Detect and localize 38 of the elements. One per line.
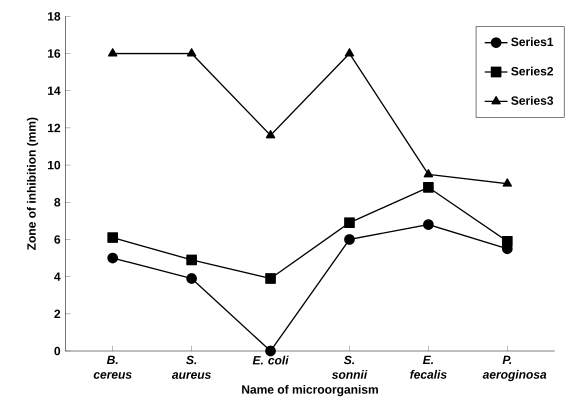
x-tick-label: P. aeroginosa bbox=[482, 356, 546, 382]
y-tick-label: 16 bbox=[48, 49, 60, 58]
point bbox=[186, 254, 197, 266]
x-tick-label: S. aureus bbox=[172, 356, 211, 379]
legend-label: Series2 bbox=[511, 66, 554, 76]
x-tick-label: B. cereus bbox=[94, 356, 132, 379]
point bbox=[344, 234, 355, 245]
point bbox=[265, 346, 276, 356]
x-tick-label: S. sonnii bbox=[332, 356, 368, 379]
x-tick-label: E. coli bbox=[252, 356, 289, 365]
point bbox=[502, 236, 513, 247]
y-tick-label: 10 bbox=[48, 160, 60, 170]
y-tick-label: 12 bbox=[48, 124, 60, 132]
point bbox=[344, 48, 354, 57]
x-tick-label: E. fecalis bbox=[410, 356, 447, 379]
point bbox=[424, 169, 434, 178]
y-tick-label: 18 bbox=[48, 12, 60, 21]
point bbox=[107, 252, 118, 264]
point bbox=[107, 232, 118, 243]
point bbox=[265, 273, 276, 284]
point bbox=[186, 273, 197, 284]
y-tick-label: 14 bbox=[48, 86, 61, 95]
point bbox=[502, 178, 512, 187]
point bbox=[186, 48, 196, 57]
point bbox=[108, 48, 118, 57]
legend-label: Series1 bbox=[511, 37, 554, 46]
y-tick-label: 4 bbox=[54, 272, 61, 281]
point bbox=[344, 217, 355, 228]
y-tick-label: 8 bbox=[54, 198, 60, 207]
y-tick-label: 6 bbox=[54, 235, 60, 244]
point bbox=[423, 219, 434, 230]
y-tick-label: 0 bbox=[54, 346, 60, 356]
point bbox=[423, 182, 434, 193]
y-tick-label: 2 bbox=[54, 310, 60, 318]
point bbox=[266, 130, 276, 138]
legend-label: Series3 bbox=[511, 96, 554, 105]
x-axis-title: Name of microorganism bbox=[242, 384, 378, 396]
y-axis-title: Zone of inhibition (mm) bbox=[26, 118, 38, 250]
